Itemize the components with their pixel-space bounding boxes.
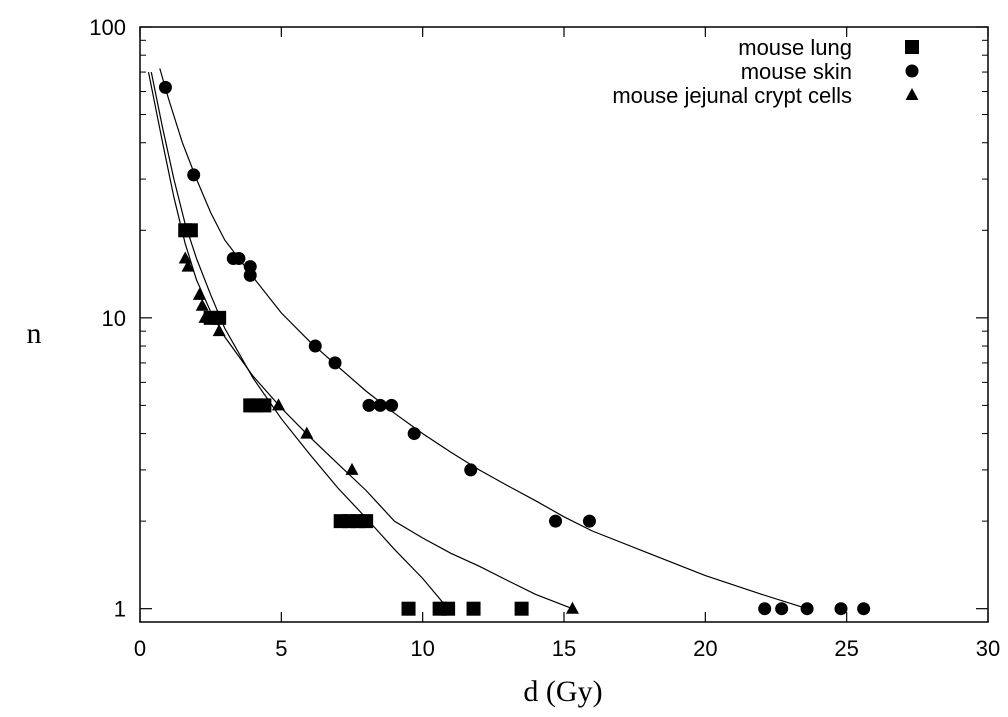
x-tick-label: 25 xyxy=(834,636,858,661)
data-point-circle xyxy=(775,602,789,616)
data-point-triangle xyxy=(300,426,314,439)
data-point-circle xyxy=(187,168,201,182)
fit-curve xyxy=(147,71,573,610)
data-point-circle xyxy=(758,602,772,616)
y-tick-label: 1 xyxy=(114,597,126,622)
data-point-triangle xyxy=(192,287,206,300)
data-point-square xyxy=(359,514,374,529)
data-point-triangle xyxy=(565,601,579,614)
data-point-square xyxy=(183,223,198,238)
fit-curve xyxy=(159,68,808,610)
data-point-circle xyxy=(362,398,376,412)
data-point-square xyxy=(212,310,227,325)
data-point-square xyxy=(466,601,481,616)
data-point-circle xyxy=(800,602,814,616)
data-point-circle xyxy=(243,268,257,282)
y-tick-label: 10 xyxy=(102,306,126,331)
legend-marker-square xyxy=(905,40,919,54)
data-markers xyxy=(158,80,871,616)
data-point-circle xyxy=(857,602,871,616)
data-point-circle xyxy=(328,356,342,370)
plot-frame xyxy=(139,26,989,623)
data-point-square xyxy=(257,398,272,413)
fit-curves xyxy=(147,68,808,610)
axis-ticks: 0 5 10 15 20 25 30 1 10 100 xyxy=(89,15,1000,661)
data-point-triangle xyxy=(198,310,212,323)
legend-label: mouse lung xyxy=(738,35,852,60)
data-point-square xyxy=(401,601,416,616)
data-point-circle xyxy=(834,602,848,616)
data-point-triangle xyxy=(272,398,286,411)
legend-marker-circle xyxy=(905,64,919,78)
plot-area xyxy=(139,26,989,623)
legend-marker-triangle xyxy=(905,88,919,100)
y-tick-label: 100 xyxy=(89,15,126,40)
data-point-triangle xyxy=(181,259,195,272)
data-point-circle xyxy=(385,398,399,412)
data-point-triangle xyxy=(212,324,226,337)
data-point-circle xyxy=(232,251,246,265)
data-point-circle xyxy=(464,463,478,477)
data-point-circle xyxy=(308,339,322,353)
data-point-triangle xyxy=(195,298,209,311)
data-point-triangle xyxy=(345,462,359,475)
data-point-circle xyxy=(158,80,172,94)
x-tick-label: 15 xyxy=(552,636,576,661)
x-tick-label: 10 xyxy=(410,636,434,661)
x-axis-title: d (Gy) xyxy=(523,675,602,708)
data-point-circle xyxy=(582,514,596,528)
x-tick-label: 0 xyxy=(134,636,146,661)
x-tick-label: 20 xyxy=(693,636,717,661)
data-point-square xyxy=(514,601,529,616)
legend-label: mouse jejunal crypt cells xyxy=(612,83,852,108)
x-tick-label: 5 xyxy=(275,636,287,661)
x-tick-label: 30 xyxy=(976,636,1000,661)
legend-label: mouse skin xyxy=(741,59,852,84)
data-point-circle xyxy=(373,398,387,412)
data-point-square xyxy=(441,601,456,616)
data-point-circle xyxy=(407,427,421,441)
data-point-circle xyxy=(549,514,563,528)
y-axis-title: n xyxy=(27,317,42,350)
fit-curve xyxy=(150,71,449,610)
